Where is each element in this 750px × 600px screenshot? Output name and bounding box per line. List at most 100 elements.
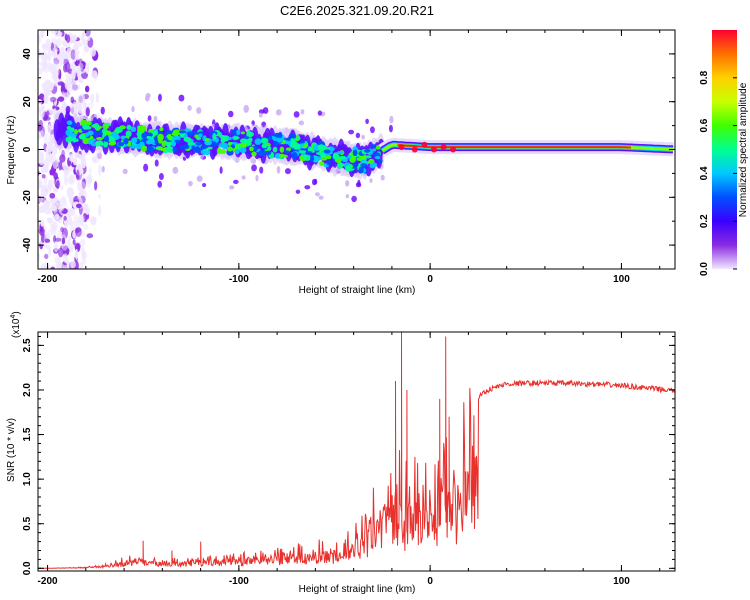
spectrogram-cell	[135, 143, 143, 150]
spectrogram-cell	[47, 124, 52, 134]
spectrogram-cell	[76, 203, 82, 209]
spectrogram-cell	[70, 260, 76, 269]
snr-x-axis-label: Height of straight line (km)	[299, 584, 416, 595]
spectrogram-cell	[228, 110, 234, 118]
spectrogram-cell	[73, 42, 79, 51]
spectrogram-cell	[78, 95, 83, 103]
spectrogram-cell	[291, 134, 297, 139]
spectrogram-cell	[70, 34, 78, 41]
spectrogram-cell	[167, 133, 172, 140]
spectrogram-cell	[81, 32, 86, 38]
spectrogram-cell	[227, 136, 232, 140]
spectrogram-cell	[92, 158, 100, 164]
spectrogram-cell	[125, 130, 132, 138]
spectrogram-cell	[44, 207, 52, 215]
spectrogram-cell	[201, 182, 207, 188]
spectrogram-cell	[160, 147, 167, 152]
spectrogram-cell	[153, 115, 158, 122]
spectrogram-cell	[85, 206, 90, 215]
spectrogram-cell	[388, 124, 393, 133]
spectrogram-cell	[211, 141, 217, 148]
spectrogram-cell	[140, 145, 148, 152]
y-tick-label: 1.5	[22, 427, 33, 441]
spectrogram-cell	[48, 246, 52, 257]
spectrogram-cell	[143, 163, 149, 172]
spectrogram-cell	[100, 106, 105, 115]
spectrogram-cell	[77, 104, 83, 114]
spectrogram-cell	[233, 136, 240, 140]
spectrogram-cell	[61, 39, 67, 47]
spectrogram-cell	[141, 132, 147, 140]
spectrogram-cell	[98, 164, 102, 176]
snr-panel: -200 -100 0 100 0.0 0.5 1.0 1.5 2.0 2.5 Height o…	[6, 311, 676, 595]
x-tick-label: -200	[38, 274, 58, 285]
spectrogram-cell	[212, 133, 217, 140]
spectrogram-cell	[200, 144, 208, 150]
spectrogram-cell	[332, 153, 340, 160]
spectrogram-cell	[63, 169, 69, 182]
spectrogram-cell	[97, 152, 103, 160]
spectrogram-cell	[66, 81, 74, 91]
spectrogram-cell	[276, 165, 281, 174]
spectrogram-cell	[88, 138, 95, 145]
spectrogram-cell	[57, 96, 65, 102]
spectrogram-cell	[338, 155, 347, 160]
spectrogram-cell	[172, 146, 178, 153]
spectrogram-cell	[50, 82, 54, 91]
spectrogram-cell	[158, 93, 162, 102]
spectrogram-cell	[309, 155, 315, 163]
spectrogram-cell	[66, 186, 73, 199]
spectrogram-cell	[98, 128, 103, 136]
spectrogram-cell	[290, 137, 296, 143]
spectrogram-cell	[44, 79, 50, 89]
spectrogram-cell	[345, 194, 350, 199]
colorbar-tick-label: 0.8	[699, 70, 710, 84]
spectrogram-cell	[240, 131, 245, 135]
svg-text:(x104): (x104)	[10, 311, 22, 338]
spectrogram-heatmap	[38, 30, 674, 269]
spectrogram-cell	[298, 120, 305, 126]
spectrogram-cell	[48, 153, 53, 159]
spectrogram-cell	[196, 107, 202, 114]
spectrogram-cell	[188, 180, 193, 187]
colorbar-tick-label: 0.0	[699, 262, 710, 276]
spectrogram-cell	[81, 38, 89, 46]
y-tick-label: 0.5	[22, 516, 33, 530]
chart-title: C2E6.2025.321.09.20.R21	[280, 3, 434, 18]
spectrogram-cell	[171, 132, 179, 137]
spectrogram-cell	[284, 150, 290, 155]
spectrogram-cell	[68, 207, 76, 217]
spectrogram-cell	[90, 93, 95, 104]
spectrogram-cell	[440, 144, 447, 151]
spectrogram-cell	[38, 67, 43, 75]
spectrogram-cell	[179, 130, 186, 134]
spectrogram-cell	[317, 144, 326, 151]
spectrogram-x-axis-label: Height of straight line (km)	[299, 285, 416, 296]
spectrogram-cell	[243, 104, 249, 113]
spectrogram-cell	[298, 150, 307, 154]
spectrogram-cell	[138, 125, 147, 131]
spectrogram-cell	[357, 179, 361, 187]
spectrogram-cell	[293, 111, 300, 118]
spectrogram-cell	[60, 185, 64, 190]
spectrogram-cell	[61, 50, 69, 59]
spectrogram-cell	[50, 30, 58, 35]
spectrogram-cell	[46, 110, 50, 118]
spectrogram-cell	[85, 107, 90, 117]
spectrogram-cell	[90, 216, 97, 226]
spectrogram-cell	[101, 165, 105, 173]
spectrogram-cell	[216, 147, 222, 154]
spectrogram-cell	[278, 153, 286, 158]
spectrogram-cell	[70, 49, 76, 60]
spectrogram-cell	[43, 199, 51, 209]
spectrogram-cell	[88, 166, 92, 178]
spectrogram-cell	[336, 151, 344, 155]
spectrogram-cell	[356, 157, 363, 162]
spectrogram-cell	[220, 137, 226, 144]
x-tick-label: 0	[427, 274, 433, 285]
spectrogram-cell	[183, 144, 190, 150]
spectrogram-cell	[265, 150, 272, 155]
y-tick-label: 2.0	[22, 383, 33, 397]
spectrogram-cell	[302, 154, 308, 160]
